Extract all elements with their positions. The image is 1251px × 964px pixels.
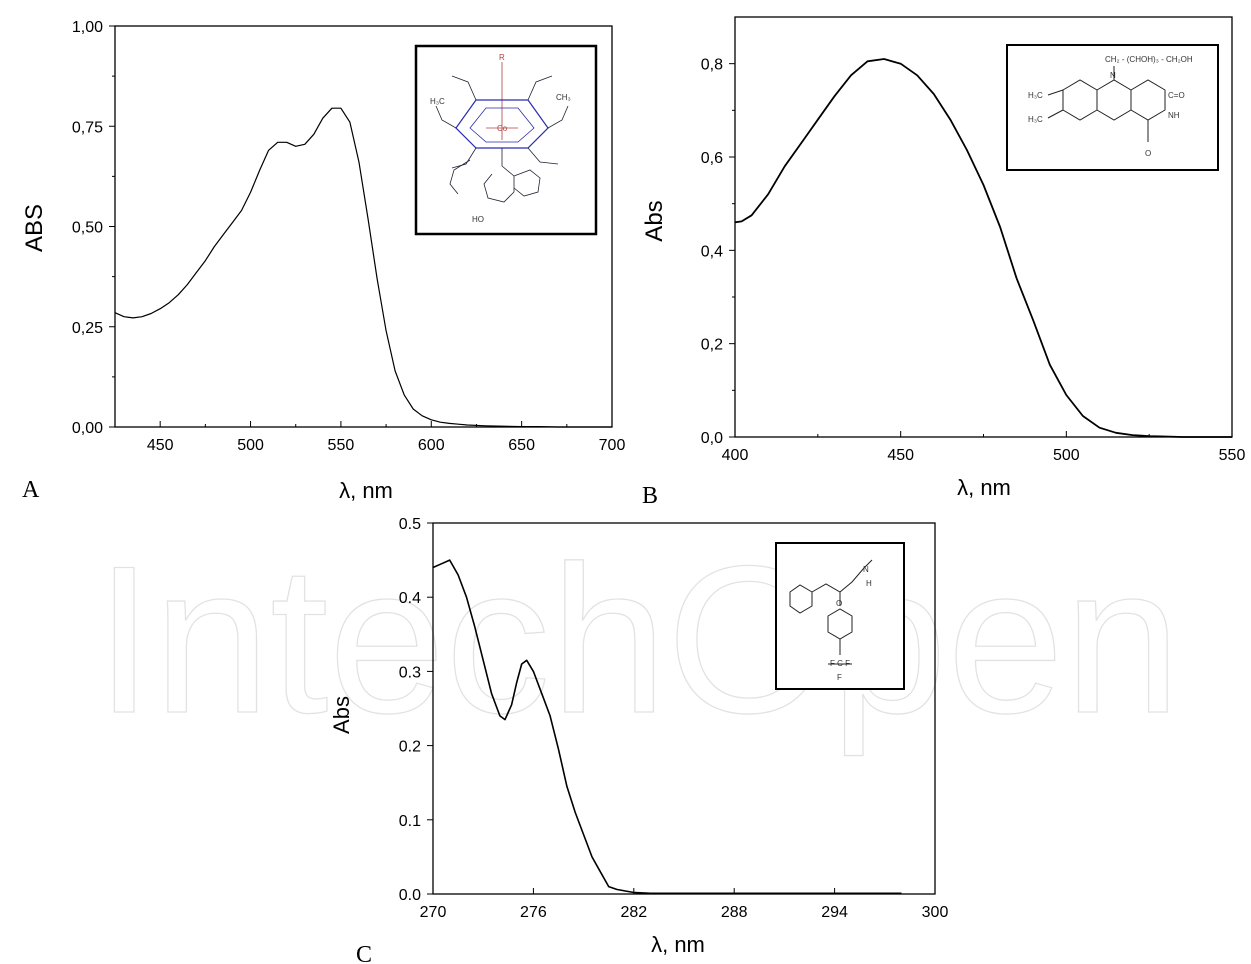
x-axis-title: λ, nm — [339, 478, 393, 503]
structure-label-nh: NH — [1168, 111, 1180, 120]
x-tick-label: 450 — [887, 447, 914, 464]
chart-panel-c: 270 276 282 288 294 300 0.0 0.1 0.2 0.3 0.4 0.5 λ, n… — [329, 516, 948, 964]
y-tick-label: 0.5 — [399, 516, 421, 533]
y-tick-label: 0,0 — [701, 430, 723, 447]
structure-label-ch3: CH₃ — [556, 93, 571, 102]
x-tick-label: 276 — [520, 904, 547, 921]
y-tick-label: 0,6 — [701, 150, 723, 167]
structure-label-h: H — [866, 579, 872, 588]
y-tick-label: 0,00 — [72, 420, 103, 437]
charts-layer: 450 500 550 600 650 700 0,00 0,25 0,50 0,75 1,00 λ,… — [21, 16, 1246, 964]
panel-letter: A — [22, 477, 40, 503]
structure-label-oh: HO — [472, 215, 484, 224]
series-line — [432, 559, 902, 895]
series-line — [114, 107, 612, 428]
insets-layer: Co R H₃C CH₃ HO CH₂ - (CHOH)₃ - CH₂OH H₃… — [414, 44, 1219, 690]
x-axis-title: λ, nm — [651, 932, 705, 957]
y-tick-label: 0,25 — [72, 320, 103, 337]
structure-inset-b: CH₂ - (CHOH)₃ - CH₂OH H₃C H₃C N NH C=O O — [1006, 44, 1219, 171]
y-tick-label: 0,4 — [701, 243, 723, 260]
structure-label-n: N — [863, 565, 869, 574]
panel-letter: C — [356, 942, 372, 964]
x-tick-label: 270 — [420, 904, 447, 921]
structure-label-h3c-1: H₃C — [1028, 91, 1043, 100]
x-tick-label: 600 — [418, 437, 445, 454]
y-axis-title: ABS — [21, 204, 48, 252]
chart-panel-b: 400 450 500 550 0,0 0,2 0,4 0,6 0,8 λ, nm Abs B — [641, 16, 1246, 509]
chart-panel-a: 450 500 550 600 650 700 0,00 0,25 0,50 0,75 1,00 λ,… — [21, 19, 625, 503]
series-line — [734, 58, 1232, 438]
x-tick-label: 400 — [722, 447, 749, 464]
structure-label-h3c: H₃C — [430, 97, 445, 106]
y-axis-title: Abs — [329, 696, 354, 734]
structure-label-co2: C=O — [1168, 91, 1185, 100]
x-tick-label: 300 — [922, 904, 949, 921]
x-tick-label: 650 — [508, 437, 535, 454]
x-tick-label: 288 — [721, 904, 748, 921]
y-tick-label: 0.2 — [399, 739, 421, 756]
x-tick-label: 700 — [599, 437, 626, 454]
structure-label-f: F — [837, 673, 842, 682]
watermark-text: IntechOpen — [95, 522, 1181, 757]
panel-letter: B — [642, 483, 658, 509]
structure-label-o: O — [1145, 149, 1151, 158]
y-tick-label: 0.0 — [399, 887, 421, 904]
x-tick-label: 500 — [1053, 447, 1080, 464]
x-tick-label: 550 — [1219, 447, 1246, 464]
x-tick-label: 450 — [147, 437, 174, 454]
structure-label-o3: O — [836, 599, 842, 608]
y-tick-label: 0,8 — [701, 57, 723, 74]
structure-label-chain: CH₂ - (CHOH)₃ - CH₂OH — [1105, 55, 1193, 64]
y-tick-label: 0,50 — [72, 220, 103, 237]
x-tick-label: 500 — [237, 437, 264, 454]
structure-label-co: Co — [497, 124, 508, 133]
y-tick-label: 0.4 — [399, 590, 421, 607]
structure-label-n1: N — [1110, 71, 1116, 80]
y-tick-label: 0.1 — [399, 813, 421, 830]
x-tick-label: 550 — [328, 437, 355, 454]
y-axis-title: Abs — [641, 200, 668, 241]
x-tick-label: 282 — [620, 904, 647, 921]
structure-inset-c: N H O F C F F — [775, 542, 905, 690]
structure-label-h3c-2: H₃C — [1028, 115, 1043, 124]
y-tick-label: 0,2 — [701, 337, 723, 354]
y-tick-label: 1,00 — [72, 19, 103, 36]
structure-inset-a: Co R H₃C CH₃ HO — [414, 44, 598, 236]
x-axis-title: λ, nm — [957, 475, 1011, 500]
structure-label-r: R — [499, 53, 505, 62]
structure-label-cf3: F C F — [830, 659, 850, 668]
x-tick-label: 294 — [821, 904, 848, 921]
y-tick-label: 0,75 — [72, 119, 103, 136]
y-tick-label: 0.3 — [399, 664, 421, 681]
